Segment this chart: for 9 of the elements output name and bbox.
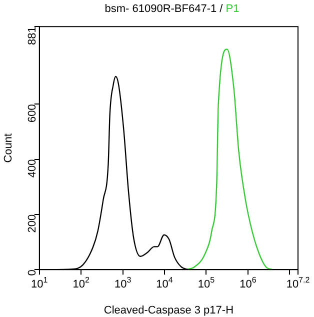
y-tick-label: 881 [26,26,38,45]
y-tick-label: 600 [26,104,38,122]
y-tick-label: 200 [26,214,38,233]
y-tick-label: 0 [26,270,38,276]
text: bsm- 61090R-BF647-1 / [104,3,223,15]
text: P1 [226,3,240,15]
x-axis-title: Cleaved-Caspase 3 p17-H [104,304,234,316]
y-tick-label: 400 [26,159,38,178]
y-axis-title: Count [2,133,15,163]
